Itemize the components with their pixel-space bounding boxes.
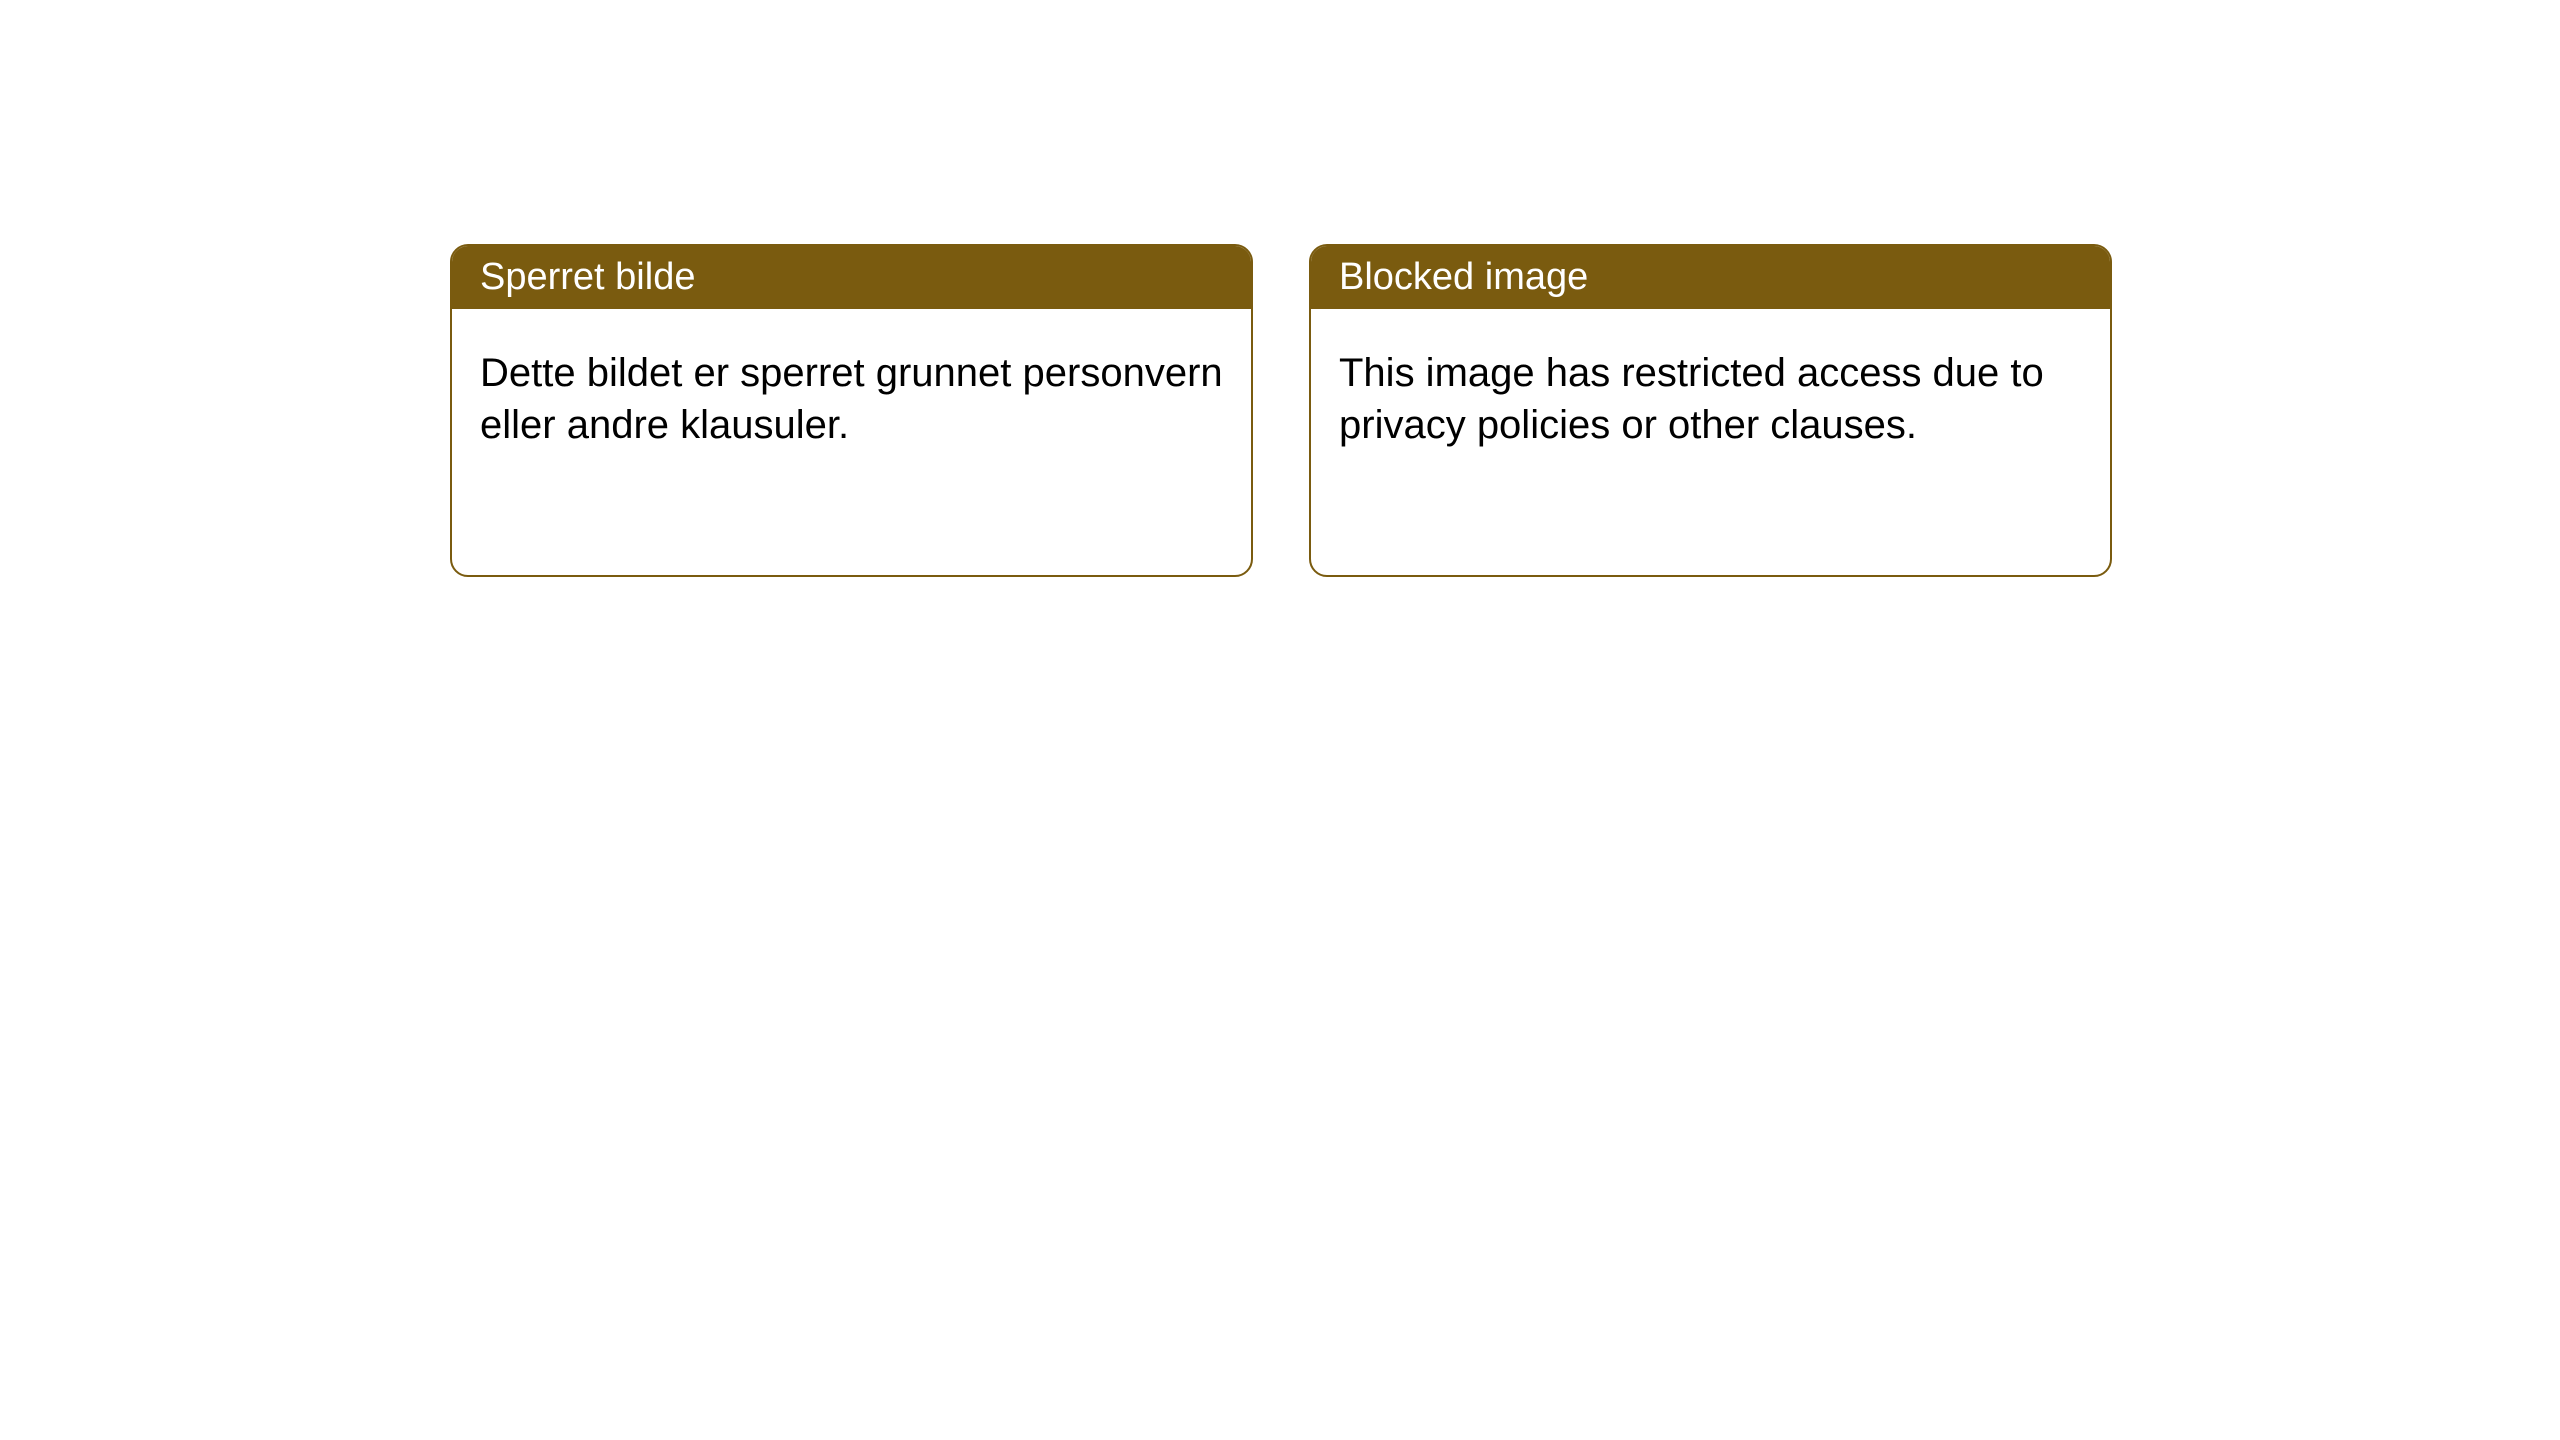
- blocked-image-card-en: Blocked image This image has restricted …: [1309, 244, 2112, 577]
- notice-container: Sperret bilde Dette bildet er sperret gr…: [0, 0, 2560, 577]
- card-header-en: Blocked image: [1311, 246, 2110, 309]
- card-title-no: Sperret bilde: [480, 256, 695, 298]
- card-header-no: Sperret bilde: [452, 246, 1251, 309]
- card-body-en: This image has restricted access due to …: [1311, 309, 2110, 489]
- card-body-no: Dette bildet er sperret grunnet personve…: [452, 309, 1251, 489]
- card-text-no: Dette bildet er sperret grunnet personve…: [480, 351, 1223, 447]
- blocked-image-card-no: Sperret bilde Dette bildet er sperret gr…: [450, 244, 1253, 577]
- card-text-en: This image has restricted access due to …: [1339, 351, 2044, 447]
- card-title-en: Blocked image: [1339, 256, 1588, 298]
